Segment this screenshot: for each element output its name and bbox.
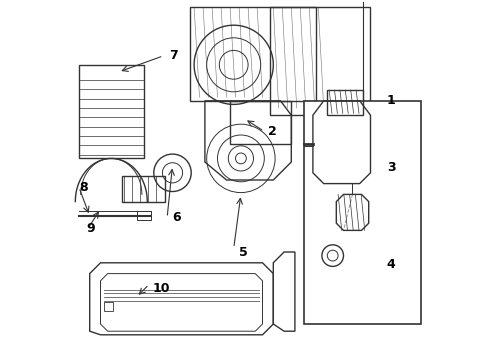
Text: 6: 6 <box>172 211 181 224</box>
Bar <box>122 176 165 202</box>
Bar <box>303 101 420 324</box>
Bar <box>230 101 291 144</box>
Bar <box>269 7 370 115</box>
Bar <box>136 211 151 220</box>
Text: 7: 7 <box>168 49 177 62</box>
Bar <box>104 302 113 311</box>
Text: 2: 2 <box>267 125 276 138</box>
Text: 5: 5 <box>239 246 247 258</box>
Text: 9: 9 <box>86 222 95 235</box>
Bar <box>190 7 316 101</box>
Text: 4: 4 <box>386 258 395 271</box>
Bar <box>79 65 143 158</box>
Circle shape <box>321 245 343 266</box>
Text: 1: 1 <box>386 94 395 107</box>
Text: 8: 8 <box>79 181 87 194</box>
Bar <box>326 90 363 115</box>
Text: 10: 10 <box>152 282 170 294</box>
Text: 3: 3 <box>386 161 394 174</box>
